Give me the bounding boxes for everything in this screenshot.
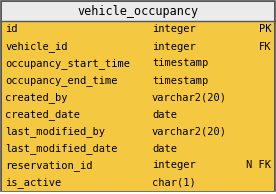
Text: timestamp: timestamp bbox=[152, 59, 208, 68]
Text: char(1): char(1) bbox=[152, 178, 196, 187]
Text: date: date bbox=[152, 144, 177, 153]
Text: created_by: created_by bbox=[5, 92, 68, 103]
Text: timestamp: timestamp bbox=[152, 75, 208, 86]
Text: integer: integer bbox=[152, 24, 196, 35]
Text: is_active: is_active bbox=[5, 177, 61, 188]
Text: reservation_id: reservation_id bbox=[5, 160, 92, 171]
Text: FK: FK bbox=[259, 42, 271, 51]
Bar bbox=[2, 2, 274, 21]
Text: created_date: created_date bbox=[5, 109, 80, 120]
Bar bbox=[2, 21, 274, 191]
Text: N FK: N FK bbox=[246, 160, 271, 171]
Text: varchar2(20): varchar2(20) bbox=[152, 126, 227, 137]
Text: date: date bbox=[152, 109, 177, 120]
Text: varchar2(20): varchar2(20) bbox=[152, 93, 227, 102]
Text: id: id bbox=[5, 24, 17, 35]
Text: integer: integer bbox=[152, 42, 196, 51]
Text: last_modified_by: last_modified_by bbox=[5, 126, 105, 137]
Text: occupancy_start_time: occupancy_start_time bbox=[5, 58, 130, 69]
Text: occupancy_end_time: occupancy_end_time bbox=[5, 75, 118, 86]
Text: vehicle_occupancy: vehicle_occupancy bbox=[78, 4, 198, 17]
Text: vehicle_id: vehicle_id bbox=[5, 41, 68, 52]
Text: last_modified_date: last_modified_date bbox=[5, 143, 118, 154]
Text: integer: integer bbox=[152, 160, 196, 171]
Text: PK: PK bbox=[259, 24, 271, 35]
